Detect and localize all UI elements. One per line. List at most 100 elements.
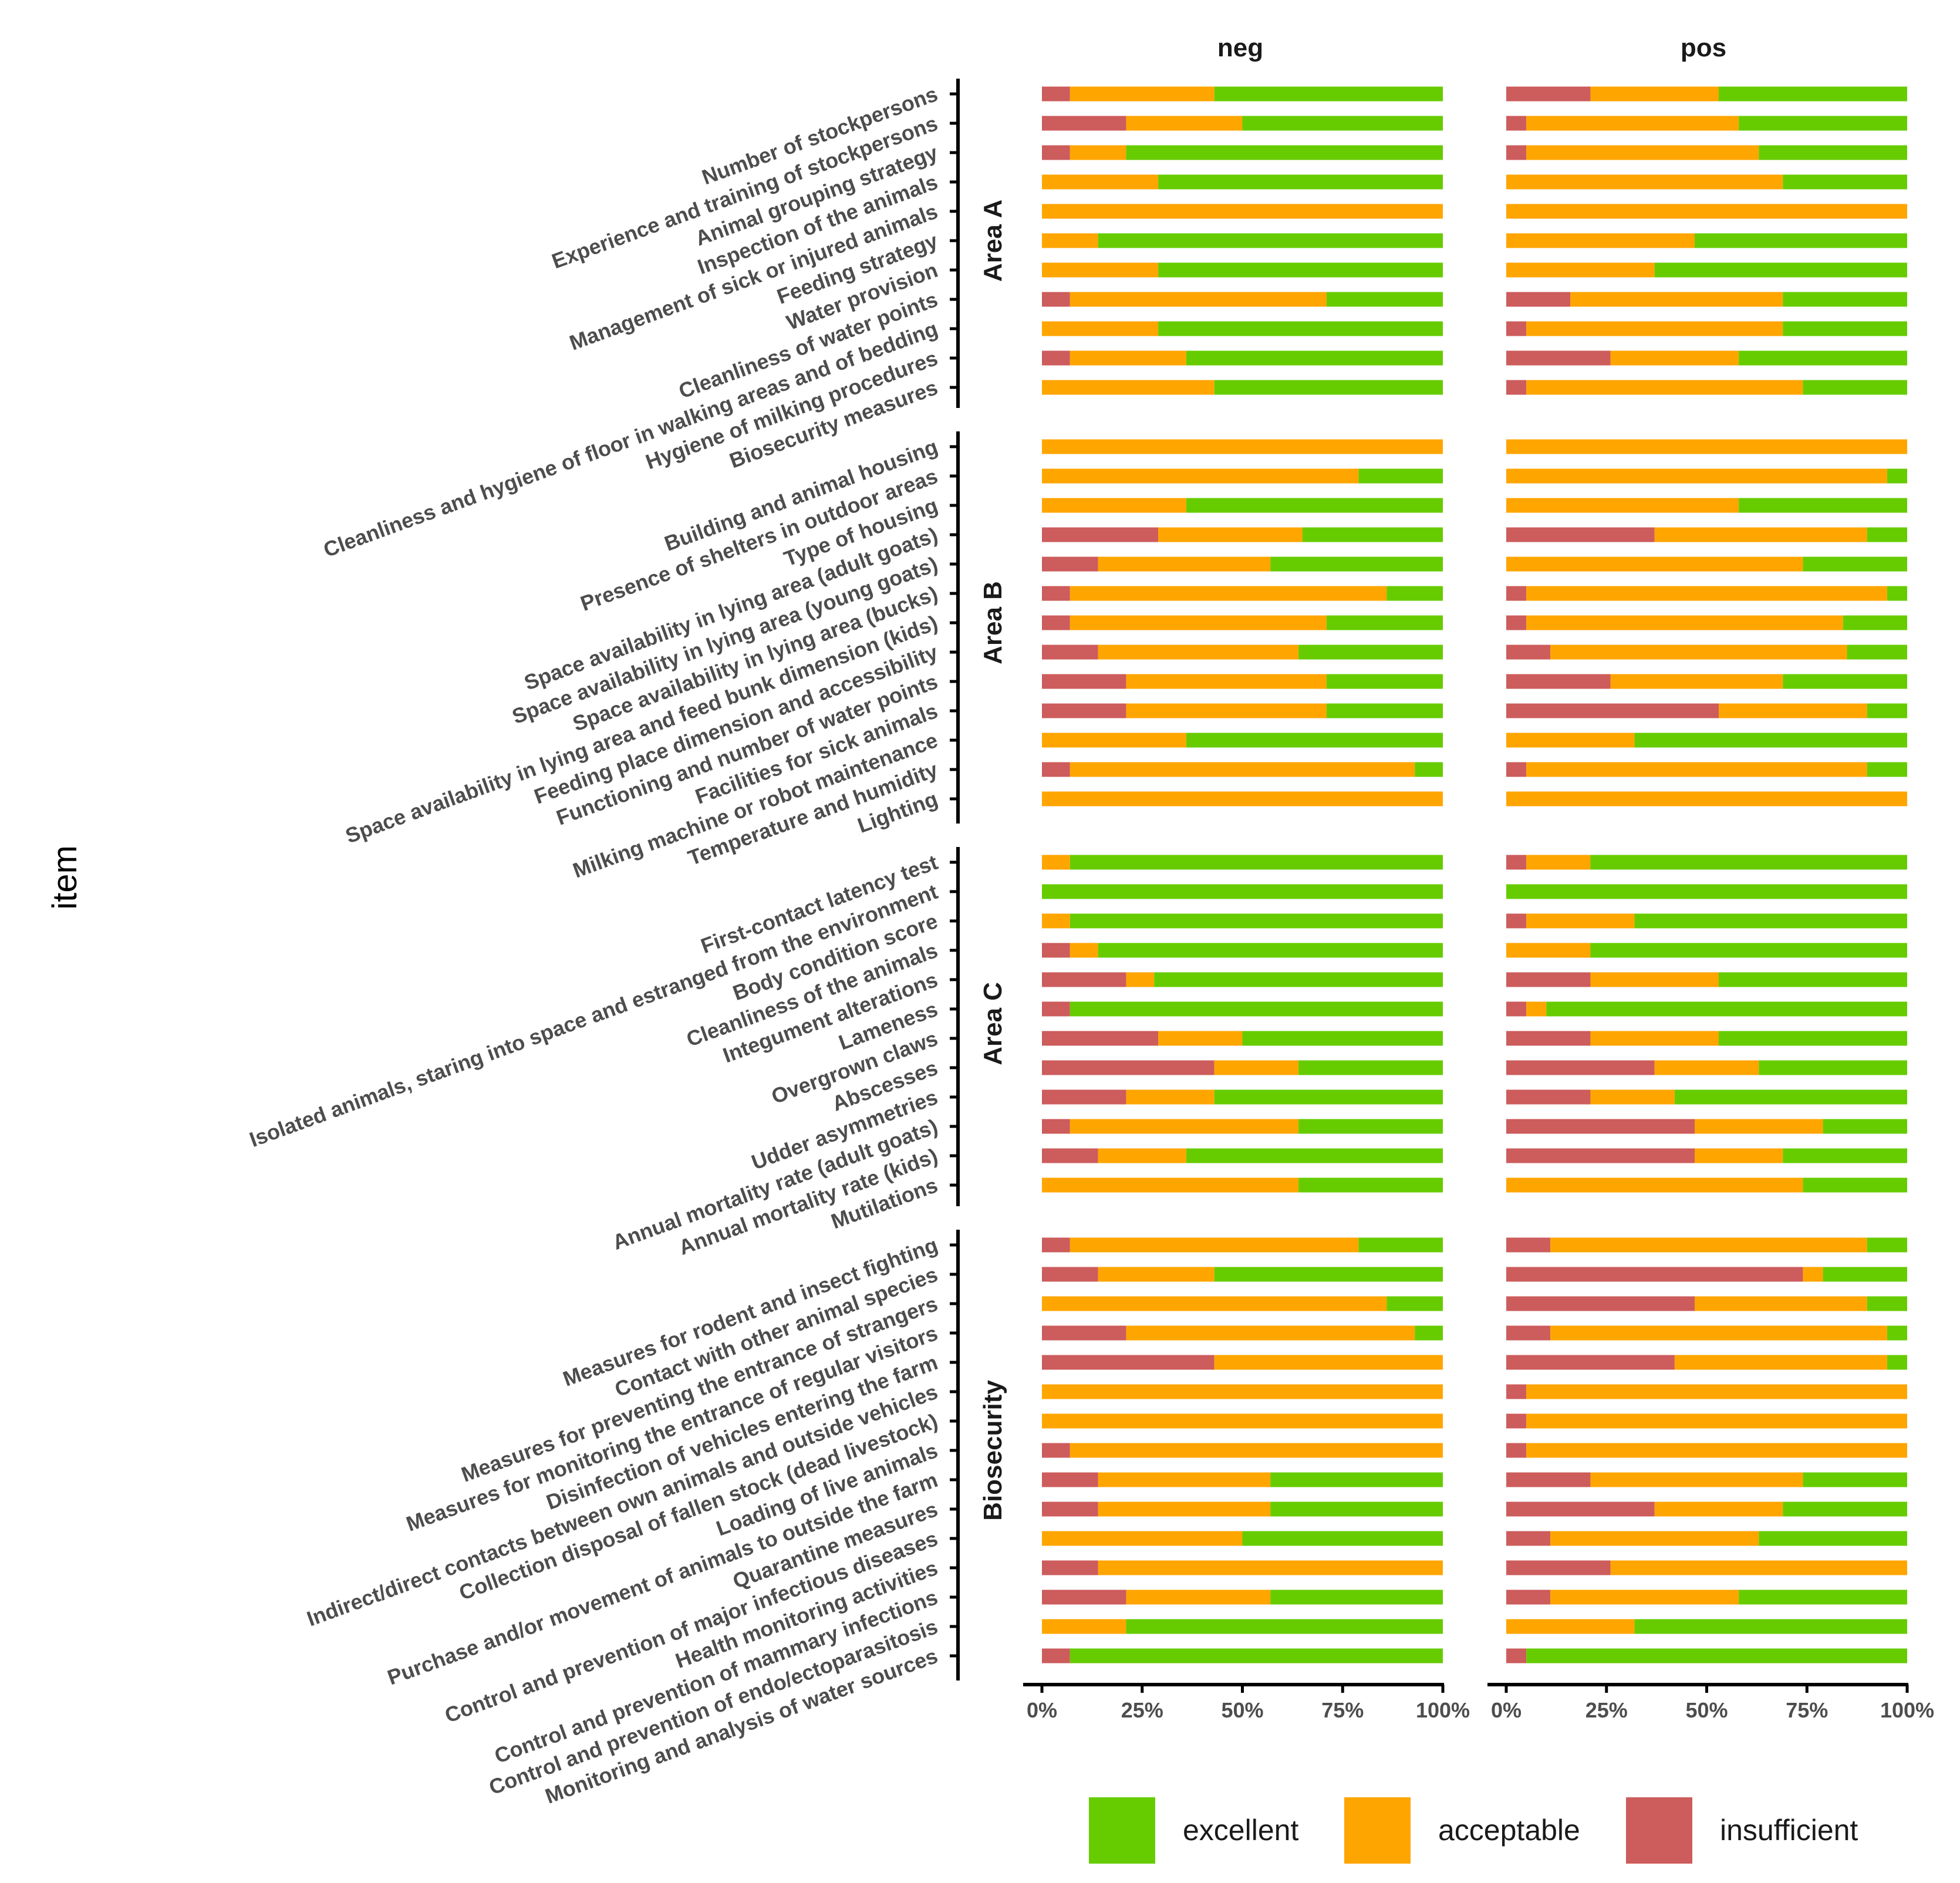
bar-pos-acceptable-control-and-prevention-of-mammary-infections (1550, 1590, 1739, 1605)
bar-neg-insufficient-integument-alterations (1042, 972, 1126, 987)
bar-pos-excellent-quarantine-measures (1783, 1501, 1907, 1517)
bar-pos-insufficient-first-contact-latency-test (1506, 855, 1527, 870)
bar-neg-insufficient-purchase-and-or-movement-of-animals-to-outside-the-farm (1042, 1472, 1098, 1487)
bar-pos-insufficient-space-availability-in-lying-area-and-feed-bunk-dimension-kids (1506, 615, 1527, 630)
bar-neg-excellent-temperature-and-humidity (1415, 762, 1443, 777)
bar-pos-insufficient-functioning-and-number-of-water-points (1506, 674, 1611, 689)
bar-neg-excellent-space-availability-in-lying-area-bucks (1386, 586, 1443, 601)
bar-neg-acceptable-abscesses (1214, 1060, 1299, 1075)
bar-pos-excellent-functioning-and-number-of-water-points (1783, 674, 1907, 689)
bar-neg-acceptable-indirect-direct-contacts-between-own-animals-and-outside-vehicles (1042, 1384, 1443, 1399)
bar-pos-insufficient-feeding-place-dimension-and-accessibility (1506, 644, 1551, 660)
bar-neg-excellent-space-availability-in-lying-area-young-goats (1270, 556, 1443, 572)
bar-neg-excellent-annual-mortality-rate-adult-goats (1298, 1119, 1443, 1134)
x-tick-label-pos: 75% (1786, 1698, 1828, 1722)
bar-pos-insufficient-number-of-stockpersons (1506, 86, 1591, 102)
bar-pos-insufficient-experience-and-training-of-stockpersons (1506, 116, 1527, 131)
bar-neg-insufficient-udder-asymmetries (1042, 1089, 1126, 1105)
bar-neg-acceptable-collection-disposal-of-fallen-stock-dead-livestock (1042, 1413, 1443, 1429)
bar-pos-excellent-measures-for-preventing-the-entrance-of-strangers (1867, 1296, 1907, 1311)
bar-neg-insufficient-cleanliness-of-water-points (1042, 292, 1070, 307)
x-tick-label-neg: 25% (1121, 1698, 1163, 1722)
bar-pos-acceptable-contact-with-other-animal-species (1803, 1267, 1823, 1282)
bar-neg-insufficient-measures-for-rodent-and-insect-fighting (1042, 1237, 1070, 1253)
bar-neg-acceptable-feeding-strategy (1042, 233, 1098, 248)
bar-pos-acceptable-health-monitoring-activities (1610, 1560, 1907, 1575)
bar-neg-excellent-lameness (1070, 1001, 1443, 1017)
bar-pos-acceptable-space-availability-in-lying-area-young-goats (1506, 556, 1803, 572)
bar-neg-insufficient-annual-mortality-rate-kids (1042, 1148, 1098, 1163)
bar-pos-excellent-temperature-and-humidity (1867, 762, 1907, 777)
bar-pos-excellent-space-availability-in-lying-area-young-goats (1803, 556, 1907, 572)
legend: excellent acceptable insufficient (1089, 1797, 1858, 1864)
bar-pos-acceptable-overgrown-claws (1590, 1031, 1719, 1046)
bar-pos-excellent-isolated-animals-staring-into-space-and-estranged-from-the-environment (1506, 884, 1907, 899)
bar-neg-excellent-overgrown-claws (1242, 1031, 1443, 1046)
bar-pos-excellent-contact-with-other-animal-species (1823, 1267, 1907, 1282)
bar-pos-acceptable-disinfection-of-vehicles-entering-the-farm (1674, 1355, 1887, 1370)
bar-neg-excellent-number-of-stockpersons (1214, 86, 1443, 102)
bar-pos-acceptable-type-of-housing (1506, 498, 1739, 513)
bar-pos-insufficient-purchase-and-or-movement-of-animals-to-outside-the-farm (1506, 1472, 1591, 1487)
bar-neg-excellent-isolated-animals-staring-into-space-and-estranged-from-the-environment (1042, 884, 1443, 899)
bar-pos-acceptable-facilities-for-sick-animals (1718, 703, 1867, 718)
bar-pos-excellent-cleanliness-of-the-animals (1590, 943, 1907, 958)
bar-pos-excellent-facilities-for-sick-animals (1867, 703, 1907, 718)
bar-pos-insufficient-body-condition-score (1506, 913, 1527, 929)
bar-neg-acceptable-space-availability-in-lying-area-adult-goats (1158, 527, 1303, 542)
bar-neg-acceptable-udder-asymmetries (1126, 1089, 1215, 1105)
bar-pos-insufficient-indirect-direct-contacts-between-own-animals-and-outside-vehicles (1506, 1384, 1527, 1399)
bar-pos-excellent-feeding-place-dimension-and-accessibility (1847, 644, 1907, 660)
bar-neg-excellent-functioning-and-number-of-water-points (1326, 674, 1443, 689)
bar-pos-excellent-lameness (1546, 1001, 1907, 1017)
bar-pos-acceptable-building-and-animal-housing (1506, 439, 1907, 454)
y-axis-title: item (46, 845, 84, 910)
facet-title-neg: neg (1217, 33, 1263, 62)
bar-pos-excellent-measures-for-monitoring-the-entrance-of-regular-visitors (1887, 1325, 1907, 1341)
group-label-area-c: Area C (979, 982, 1007, 1065)
bar-pos-acceptable-hygiene-of-milking-procedures (1610, 350, 1739, 366)
bar-neg-insufficient-quarantine-measures (1042, 1501, 1098, 1517)
bar-pos-acceptable-control-and-prevention-of-endo-ectoparasitosis (1506, 1619, 1635, 1634)
bar-neg-excellent-control-and-prevention-of-mammary-infections (1270, 1590, 1443, 1605)
bar-pos-excellent-mutilations (1803, 1177, 1907, 1193)
bar-pos-acceptable-number-of-stockpersons (1590, 86, 1719, 102)
bar-pos-acceptable-indirect-direct-contacts-between-own-animals-and-outside-vehicles (1526, 1384, 1907, 1399)
bar-neg-acceptable-disinfection-of-vehicles-entering-the-farm (1214, 1355, 1443, 1370)
bar-pos-insufficient-annual-mortality-rate-adult-goats (1506, 1119, 1695, 1134)
bar-neg-acceptable-space-availability-in-lying-area-and-feed-bunk-dimension-kids (1070, 615, 1327, 630)
bar-pos-excellent-cleanliness-and-hygiene-of-floor-in-walking-areas-and-of-bedding (1783, 321, 1907, 336)
bar-pos-acceptable-annual-mortality-rate-adult-goats (1695, 1119, 1823, 1134)
bar-neg-insufficient-cleanliness-of-the-animals (1042, 943, 1070, 958)
group-label-biosecurity: Biosecurity (979, 1380, 1007, 1521)
bar-neg-excellent-mutilations (1298, 1177, 1443, 1193)
bar-pos-acceptable-temperature-and-humidity (1526, 762, 1867, 777)
bar-neg-excellent-measures-for-preventing-the-entrance-of-strangers (1386, 1296, 1443, 1311)
bar-neg-acceptable-health-monitoring-activities (1098, 1560, 1443, 1575)
bar-neg-acceptable-mutilations (1042, 1177, 1299, 1193)
bar-neg-excellent-presence-of-shelters-in-outdoor-areas (1358, 468, 1443, 484)
bar-neg-excellent-first-contact-latency-test (1070, 855, 1443, 870)
bar-neg-acceptable-milking-machine-or-robot-maintenance (1042, 733, 1186, 748)
bar-pos-insufficient-udder-asymmetries (1506, 1089, 1591, 1105)
bar-pos-excellent-space-availability-in-lying-area-and-feed-bunk-dimension-kids (1843, 615, 1907, 630)
bar-pos-insufficient-lameness (1506, 1001, 1527, 1017)
bar-pos-insufficient-contact-with-other-animal-species (1506, 1267, 1803, 1282)
bar-pos-excellent-biosecurity-measures (1803, 380, 1907, 395)
bar-pos-excellent-abscesses (1759, 1060, 1907, 1075)
bar-neg-acceptable-lighting (1042, 791, 1443, 806)
bar-neg-excellent-measures-for-rodent-and-insect-fighting (1358, 1237, 1443, 1253)
bar-neg-acceptable-number-of-stockpersons (1070, 86, 1215, 102)
bar-pos-insufficient-health-monitoring-activities (1506, 1560, 1611, 1575)
bar-neg-acceptable-facilities-for-sick-animals (1126, 703, 1327, 718)
bar-neg-acceptable-type-of-housing (1042, 498, 1186, 513)
bar-neg-acceptable-measures-for-monitoring-the-entrance-of-regular-visitors (1126, 1325, 1415, 1341)
x-tick-label-neg: 50% (1221, 1698, 1263, 1722)
bar-neg-excellent-experience-and-training-of-stockpersons (1242, 116, 1443, 131)
bar-pos-excellent-annual-mortality-rate-kids (1783, 1148, 1907, 1163)
bar-neg-excellent-control-and-prevention-of-endo-ectoparasitosis (1126, 1619, 1443, 1634)
bar-pos-acceptable-lighting (1506, 791, 1907, 806)
facet-title-pos: pos (1681, 33, 1726, 62)
bar-pos-insufficient-abscesses (1506, 1060, 1655, 1075)
bar-pos-insufficient-biosecurity-measures (1506, 380, 1527, 395)
